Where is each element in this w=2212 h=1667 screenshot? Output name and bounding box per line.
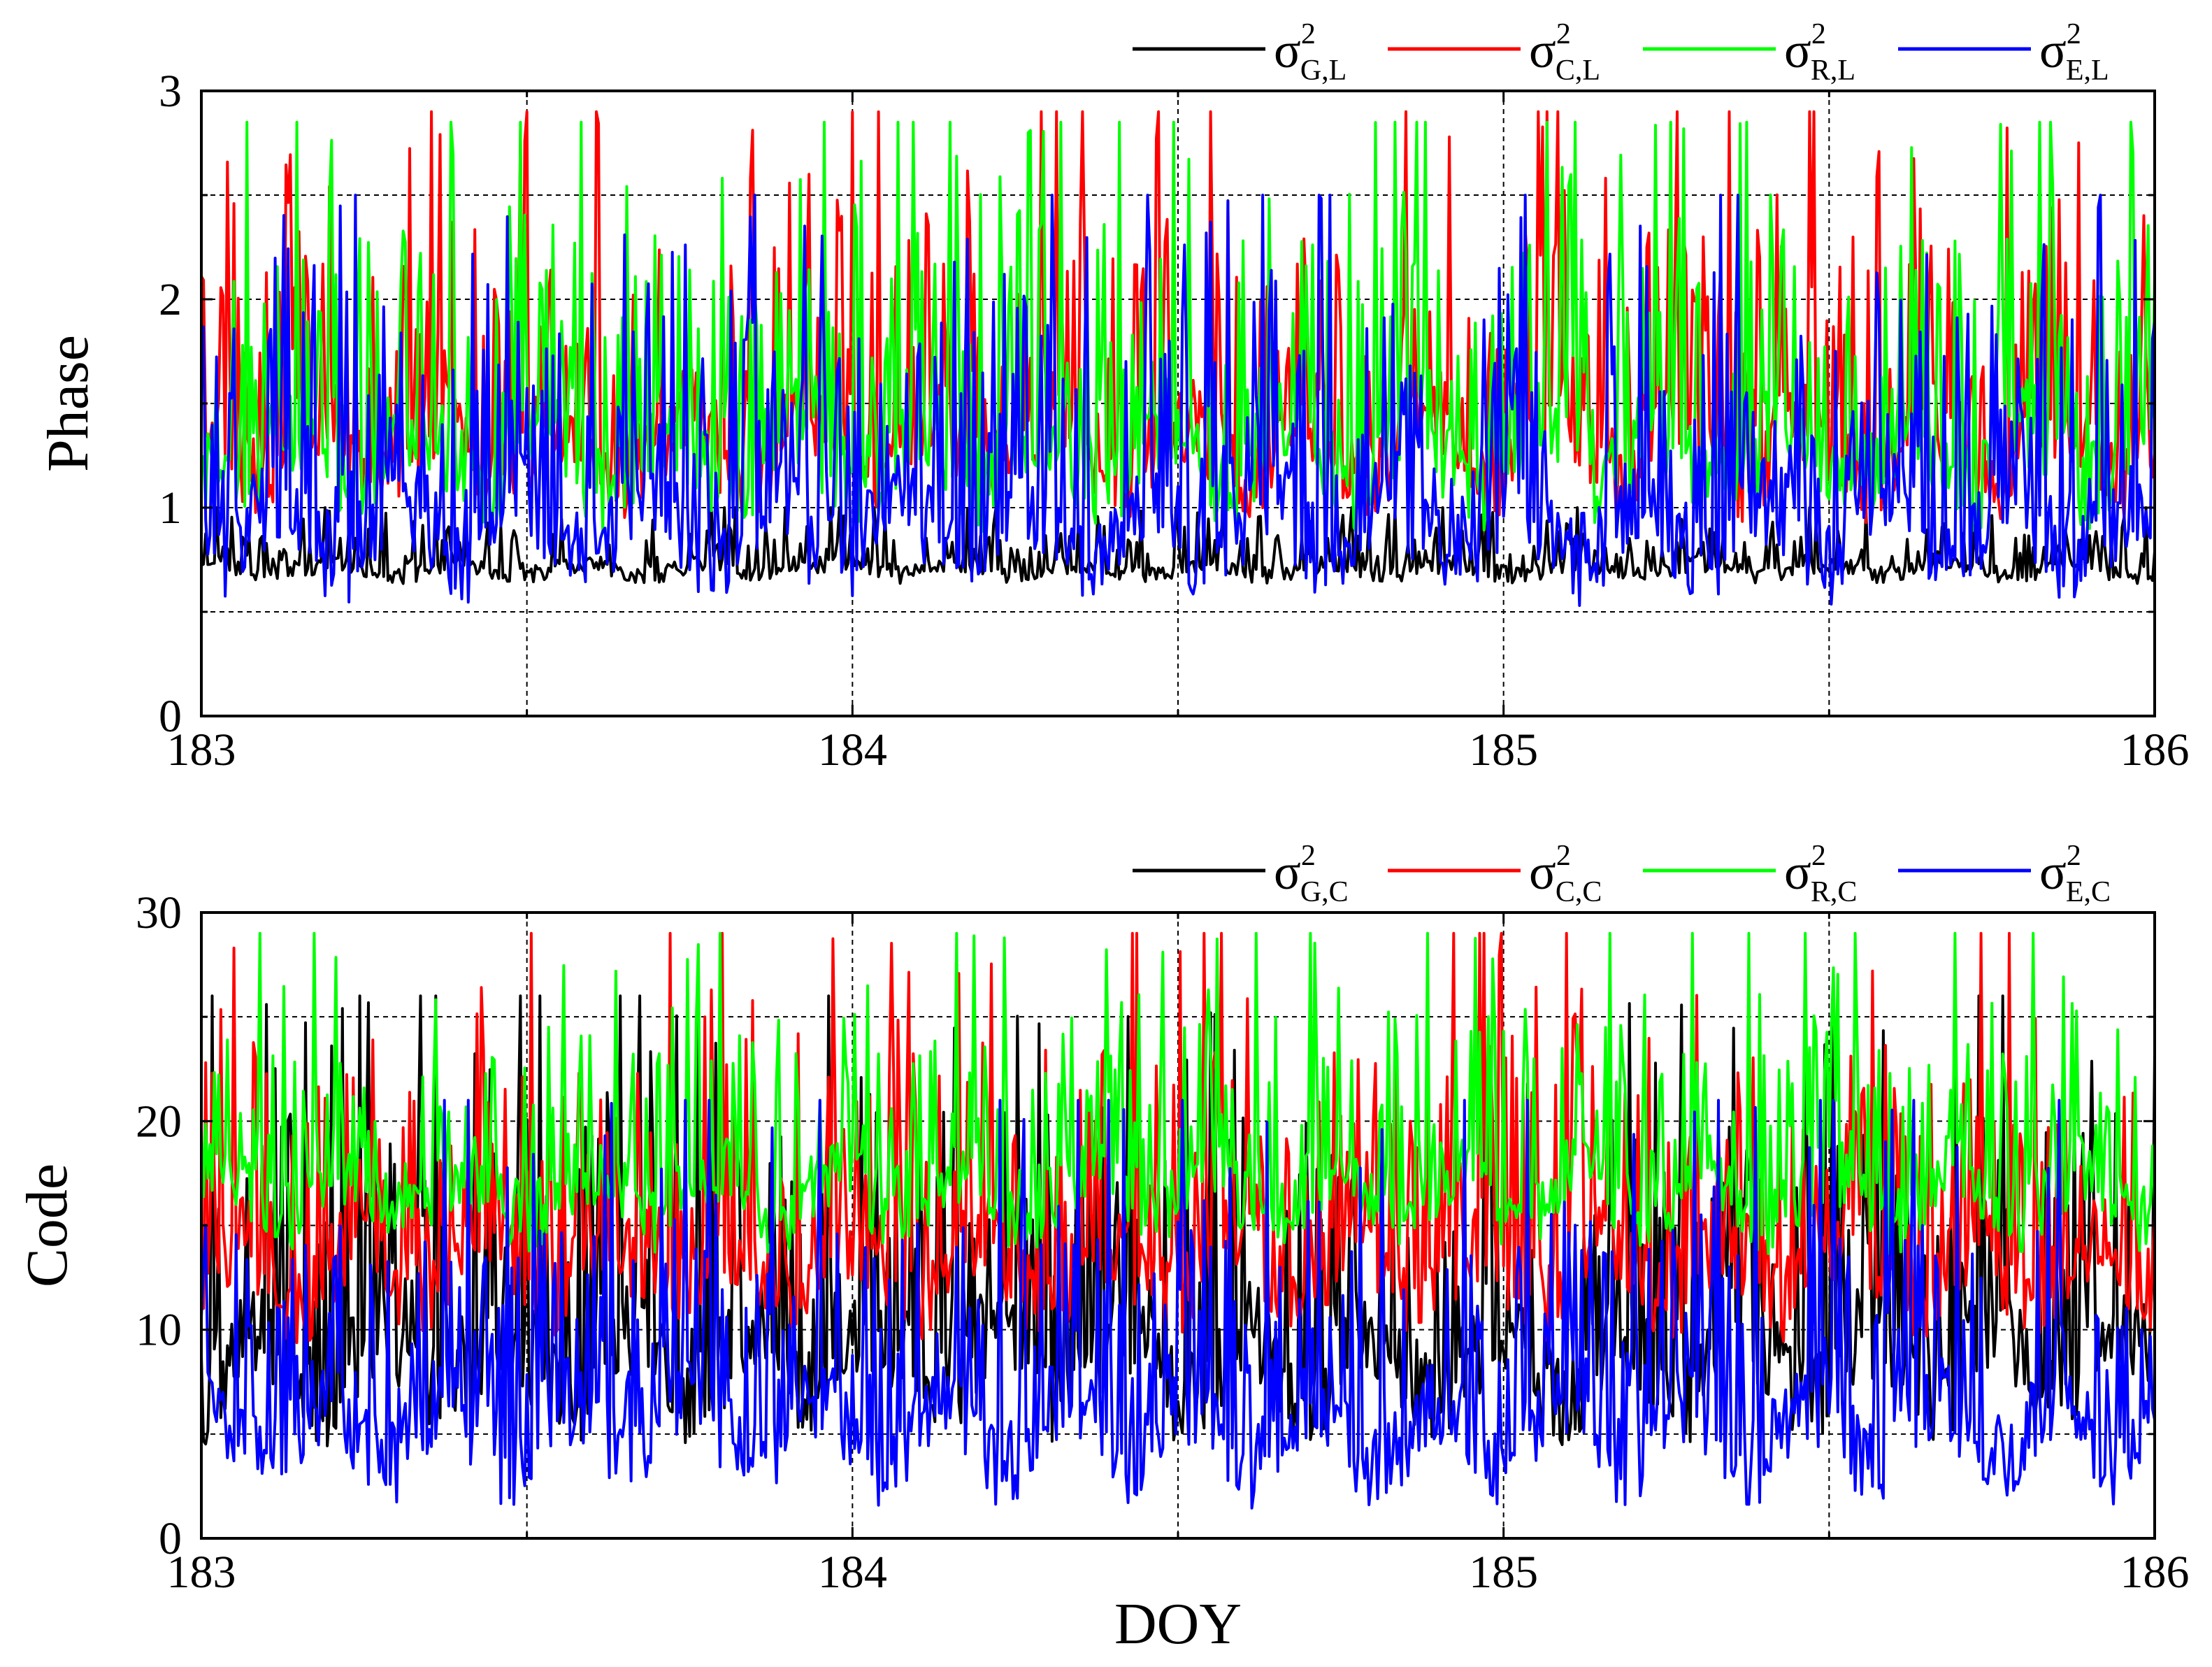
phase-legend: σ2 G,L σ2 C,L σ2 R,L σ2 E,L (1133, 18, 2109, 87)
phase-legend-label-el: σ2 E,L (2039, 18, 2109, 87)
code-y-tick-label: 30 (136, 887, 182, 938)
code-series-ec (200, 1099, 2156, 1510)
code-x-tick-label: 186 (2120, 1547, 2190, 1598)
phase-y-tick-label: 0 (159, 691, 182, 742)
phase-series (200, 110, 2156, 607)
phase-x-tick-label: 184 (818, 724, 887, 775)
phase-panel: σ2 G,L σ2 C,L σ2 R,L σ2 E,L 183 184 185 186 0 1 2 3… (36, 18, 2190, 775)
code-x-tick-label: 183 (167, 1547, 236, 1598)
phase-legend-label-rl: σ2 R,L (1784, 18, 1855, 87)
phase-y-tick-label: 2 (159, 274, 182, 325)
code-x-tick-label: 185 (1469, 1547, 1538, 1598)
code-y-tick-label: 10 (136, 1305, 182, 1356)
code-legend: σ2 G,C σ2 C,C σ2 R,C σ2 E,C (1133, 840, 2111, 908)
code-legend-label-cc: σ2 C,C (1529, 840, 1602, 908)
phase-series-el (200, 194, 2156, 607)
code-series-rc (200, 931, 2156, 1256)
code-series (200, 931, 2156, 1510)
phase-x-tick-label: 186 (2120, 724, 2190, 775)
phase-x-tick-label: 183 (167, 724, 236, 775)
phase-x-tick-label: 185 (1469, 724, 1538, 775)
code-y-axis-label: Code (15, 1164, 80, 1287)
code-legend-label-gc: σ2 G,C (1274, 840, 1349, 908)
code-legend-label-rc: σ2 R,C (1784, 840, 1857, 908)
code-panel: σ2 G,C σ2 C,C σ2 R,C σ2 E,C 183 184 185 186 0 10 2… (15, 840, 2190, 1657)
code-ticks: 183 184 185 186 0 10 20 30 (136, 887, 2190, 1598)
phase-series-rl (200, 120, 2156, 535)
code-legend-label-ec: σ2 E,C (2039, 840, 2111, 908)
code-y-tick-label: 20 (136, 1096, 182, 1147)
code-x-tick-label: 184 (818, 1547, 887, 1598)
code-y-tick-label: 0 (159, 1513, 182, 1564)
phase-legend-label-cl: σ2 C,L (1529, 18, 1600, 87)
phase-y-tick-label: 3 (159, 66, 182, 117)
phase-y-axis-label: Phase (36, 335, 101, 472)
phase-legend-label-gl: σ2 G,L (1274, 18, 1346, 87)
code-x-axis-label: DOY (1114, 1591, 1242, 1657)
phase-ticks: 183 184 185 186 0 1 2 3 (159, 66, 2190, 775)
phase-y-tick-label: 1 (159, 482, 182, 534)
